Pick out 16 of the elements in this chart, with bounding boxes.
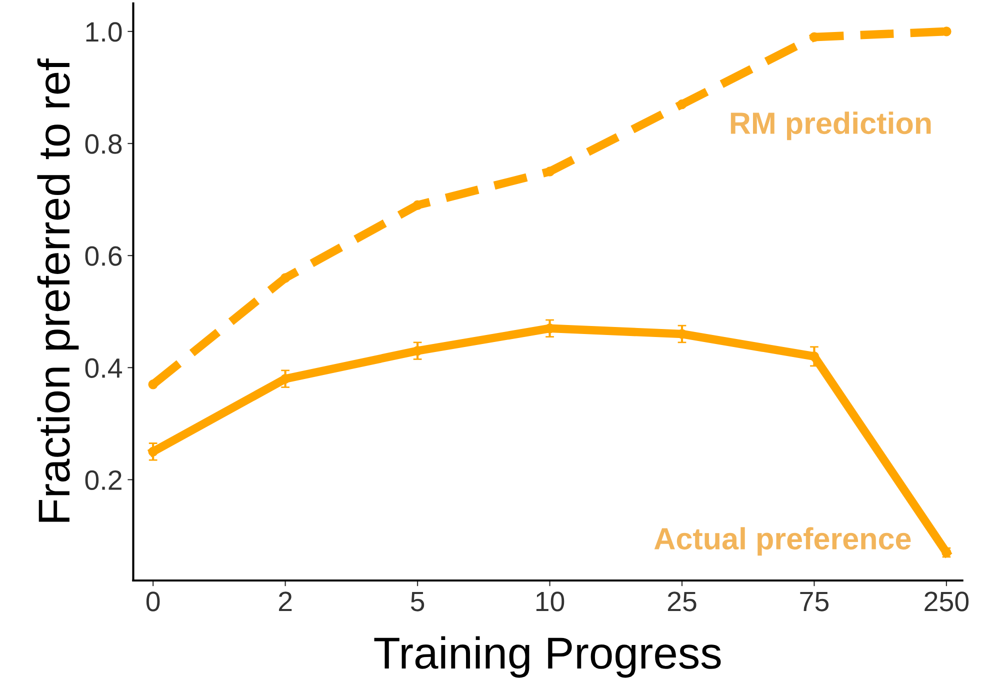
y-tick-label: 1.0 [86,22,122,42]
y-tick-label: 0.4 [85,358,122,378]
y-axis-title: Fraction preferred to ref [37,58,79,522]
y-tick-label: 0.6 [85,246,122,266]
x-axis-title: Training Progress [374,636,721,678]
series-label: RM prediction [730,112,931,140]
y-tick-label: 0.2 [85,470,122,490]
y-tick-label: 0.8 [85,134,122,154]
x-tick-label: 0 [146,592,160,612]
x-tick-label: 25 [668,592,696,612]
x-tick-label: 75 [800,592,829,612]
series-label: Actual preference [654,527,911,556]
x-tick-label: 250 [924,592,969,612]
x-tick-label: 10 [536,592,564,612]
x-tick-label: 5 [410,592,424,612]
x-tick-label: 2 [278,592,292,612]
